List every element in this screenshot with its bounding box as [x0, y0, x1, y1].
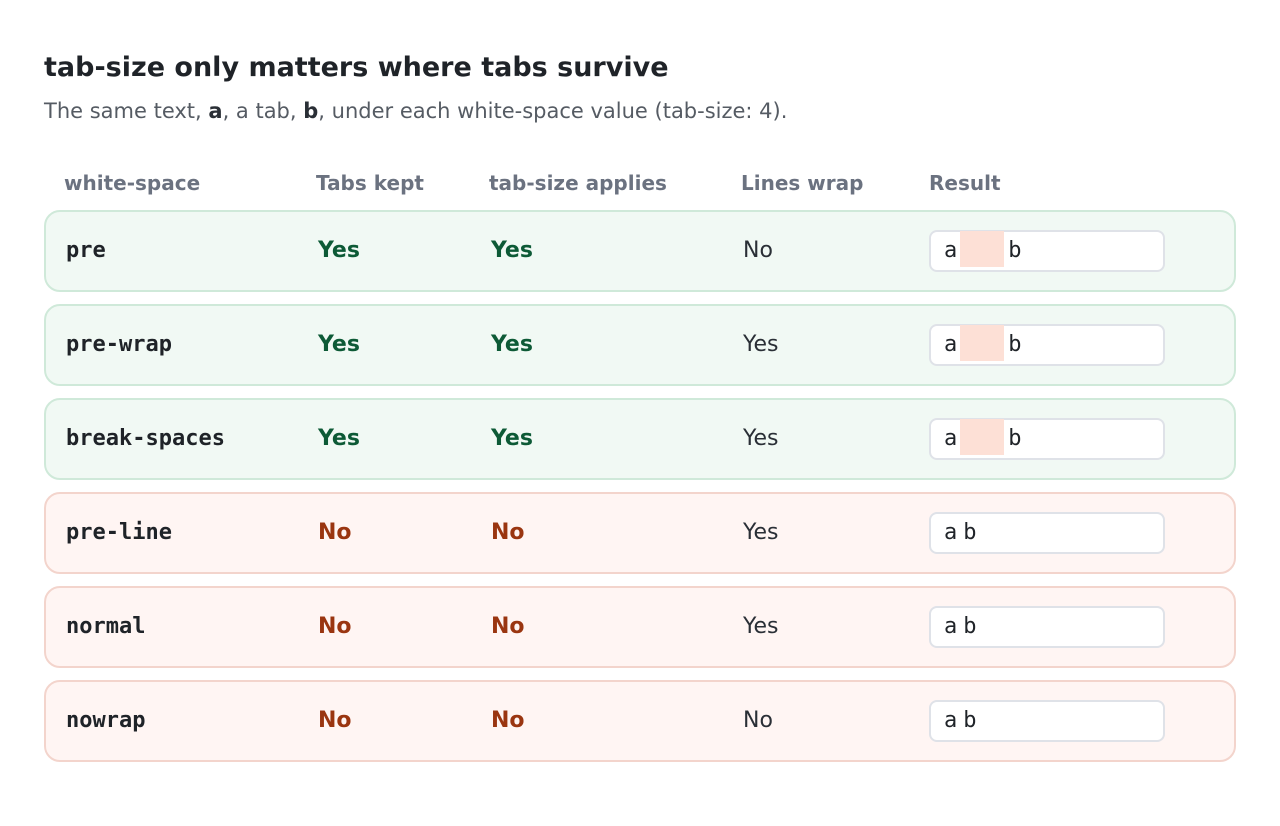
table-row: pre-wrap Yes Yes Yes a b	[44, 304, 1236, 386]
result-b: b	[963, 520, 977, 545]
result-sample: a b	[929, 512, 1165, 554]
white-space-value: normal	[66, 614, 146, 639]
header-lines-wrap: Lines wrap	[741, 171, 864, 195]
result-a: a	[944, 426, 958, 451]
tab-size-applies-cell: No	[491, 708, 525, 733]
lines-wrap-cell: No	[743, 238, 773, 263]
header-tabs-kept: Tabs kept	[316, 171, 424, 195]
white-space-value: pre-line	[66, 520, 172, 545]
result-b: b	[963, 614, 977, 639]
subtitle-b: b	[303, 99, 319, 123]
tabs-kept-cell: Yes	[318, 426, 360, 451]
white-space-value: pre	[66, 238, 106, 263]
subtitle-mid: , a tab,	[222, 99, 304, 123]
result-b: b	[1008, 238, 1022, 263]
tab-highlight	[960, 231, 1005, 267]
header-tab-size-applies: tab-size applies	[489, 171, 667, 195]
table-header: white-space Tabs kept tab-size applies L…	[44, 171, 1236, 199]
header-result: Result	[929, 171, 1001, 195]
page-title: tab-size only matters where tabs survive	[44, 52, 669, 83]
tab-highlight	[960, 325, 1005, 361]
tab-size-applies-cell: No	[491, 614, 525, 639]
subtitle-a: a	[208, 99, 223, 123]
tabs-kept-cell: No	[318, 708, 352, 733]
page-subtitle: The same text, a, a tab, b, under each w…	[44, 99, 787, 123]
table-row: normal No No Yes a b	[44, 586, 1236, 668]
white-space-value: break-spaces	[66, 426, 225, 451]
tab-size-applies-cell: Yes	[491, 238, 533, 263]
header-white-space: white-space	[64, 171, 201, 195]
tabs-kept-cell: Yes	[318, 238, 360, 263]
subtitle-post: , under each white-space value (tab-size…	[318, 99, 788, 123]
tabs-kept-cell: Yes	[318, 332, 360, 357]
tabs-kept-cell: No	[318, 520, 352, 545]
result-b: b	[1008, 426, 1022, 451]
table-row: pre-line No No Yes a b	[44, 492, 1236, 574]
result-a: a	[944, 332, 958, 357]
tab-size-applies-cell: Yes	[491, 332, 533, 357]
tab-highlight	[960, 419, 1005, 455]
result-a: a	[944, 238, 958, 263]
lines-wrap-cell: Yes	[743, 614, 779, 639]
table-row: pre Yes Yes No a b	[44, 210, 1236, 292]
tab-size-applies-cell: No	[491, 520, 525, 545]
result-b: b	[1008, 332, 1022, 357]
white-space-value: nowrap	[66, 708, 146, 733]
result-sample: a b	[929, 606, 1165, 648]
lines-wrap-cell: No	[743, 708, 773, 733]
result-a: a	[944, 520, 958, 545]
white-space-value: pre-wrap	[66, 332, 172, 357]
result-a: a	[944, 614, 958, 639]
result-a: a	[944, 708, 958, 733]
table-row: nowrap No No No a b	[44, 680, 1236, 762]
tab-size-applies-cell: Yes	[491, 426, 533, 451]
lines-wrap-cell: Yes	[743, 332, 779, 357]
table-row: break-spaces Yes Yes Yes a b	[44, 398, 1236, 480]
tabs-kept-cell: No	[318, 614, 352, 639]
lines-wrap-cell: Yes	[743, 520, 779, 545]
subtitle-pre: The same text,	[44, 99, 209, 123]
result-b: b	[963, 708, 977, 733]
lines-wrap-cell: Yes	[743, 426, 779, 451]
result-sample: a b	[929, 700, 1165, 742]
